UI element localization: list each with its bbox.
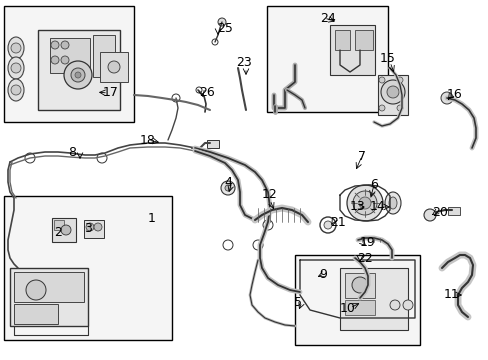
Circle shape [97,153,107,163]
Text: 8: 8 [68,147,76,159]
Circle shape [352,191,376,215]
Bar [345,273,374,298]
Ellipse shape [8,57,24,79]
Circle shape [389,300,399,310]
Circle shape [263,220,272,230]
Bar [4,6,134,122]
Bar [266,6,387,112]
Text: 5: 5 [293,296,302,309]
Bar [294,255,419,345]
Text: 20: 20 [431,207,447,220]
Bar [100,52,128,82]
Circle shape [172,94,180,102]
Circle shape [358,197,370,209]
Circle shape [61,225,71,235]
Text: 16: 16 [446,89,462,102]
Ellipse shape [8,79,24,101]
Circle shape [11,85,21,95]
Circle shape [351,277,367,293]
Ellipse shape [384,192,400,214]
Text: 9: 9 [318,267,326,280]
Bar [14,304,58,324]
Circle shape [440,92,452,104]
Text: 4: 4 [224,175,231,189]
Bar [377,75,407,115]
Circle shape [402,300,412,310]
Text: 24: 24 [319,12,335,24]
Circle shape [378,105,384,111]
Text: 12: 12 [262,189,277,202]
Text: 17: 17 [103,86,119,99]
Circle shape [396,105,402,111]
Text: 19: 19 [359,237,375,249]
Circle shape [396,77,402,83]
Circle shape [61,56,69,64]
Bar [334,30,349,50]
Text: 23: 23 [236,57,251,69]
Circle shape [252,240,263,250]
Circle shape [196,87,202,93]
Text: 21: 21 [329,216,345,229]
Circle shape [212,39,218,45]
Circle shape [378,77,384,83]
Circle shape [223,240,232,250]
Text: 11: 11 [443,288,459,302]
Text: 6: 6 [369,179,377,192]
Bar [345,300,374,315]
Text: 18: 18 [140,134,156,147]
Text: 2: 2 [54,225,62,238]
Circle shape [51,56,59,64]
Text: 13: 13 [349,201,365,213]
Circle shape [51,41,59,49]
Circle shape [11,43,21,53]
Circle shape [362,185,376,199]
Ellipse shape [388,197,396,209]
Bar [4,196,172,340]
Circle shape [423,209,435,221]
Bar [38,30,120,110]
Circle shape [11,63,21,73]
Ellipse shape [8,37,24,59]
Bar [329,25,374,75]
Circle shape [71,68,85,82]
Circle shape [26,280,46,300]
Circle shape [380,80,404,104]
Bar [84,220,104,238]
Circle shape [86,223,94,231]
Text: 15: 15 [379,51,395,64]
Bar [206,140,219,148]
Bar [10,268,88,326]
Text: 25: 25 [217,22,232,35]
Bar [447,207,459,215]
Circle shape [221,181,235,195]
Text: 14: 14 [369,201,385,213]
Bar [50,38,90,73]
Circle shape [64,61,92,89]
Text: 10: 10 [339,302,355,315]
Bar [14,272,84,302]
Circle shape [108,61,120,73]
Circle shape [61,41,69,49]
Text: 3: 3 [84,221,92,234]
Circle shape [366,189,372,195]
Bar [52,218,76,242]
Text: 1: 1 [148,211,156,225]
Circle shape [324,221,331,229]
Circle shape [25,153,35,163]
Circle shape [319,217,335,233]
Circle shape [386,86,398,98]
Bar [54,220,64,230]
Circle shape [346,185,382,221]
Text: 26: 26 [199,86,214,99]
Text: 7: 7 [357,149,365,162]
Circle shape [75,72,81,78]
Bar [339,268,407,330]
Text: 22: 22 [356,252,372,265]
Circle shape [94,223,102,231]
Bar [354,30,372,50]
Bar [93,35,115,77]
Circle shape [218,18,225,26]
Circle shape [224,185,230,191]
